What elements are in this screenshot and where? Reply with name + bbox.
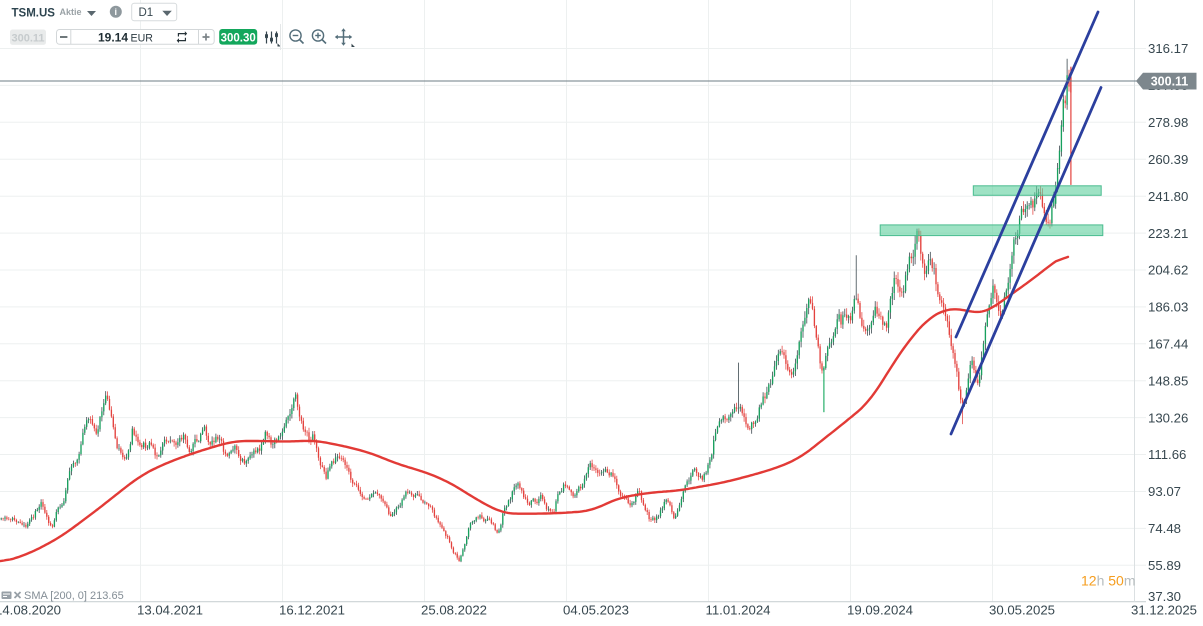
- svg-text:04.05.2023: 04.05.2023: [563, 603, 629, 618]
- svg-text:300.30: 300.30: [221, 32, 256, 44]
- svg-text:300.11: 300.11: [11, 33, 44, 45]
- svg-text:14.08.2020: 14.08.2020: [0, 603, 61, 618]
- svg-text:55.89: 55.89: [1148, 558, 1181, 573]
- svg-text:16.12.2021: 16.12.2021: [279, 603, 345, 618]
- svg-text:19.09.2024: 19.09.2024: [847, 603, 913, 618]
- svg-text:186.03: 186.03: [1148, 300, 1188, 315]
- svg-text:167.44: 167.44: [1148, 337, 1188, 352]
- svg-text:SMA [200, 0] 213.65: SMA [200, 0] 213.65: [24, 590, 124, 602]
- svg-text:316.17: 316.17: [1148, 41, 1188, 56]
- svg-text:i: i: [115, 7, 118, 17]
- svg-text:13.04.2021: 13.04.2021: [137, 603, 203, 618]
- svg-text:204.62: 204.62: [1148, 263, 1188, 278]
- svg-text:223.21: 223.21: [1148, 226, 1188, 241]
- svg-text:260.39: 260.39: [1148, 152, 1188, 167]
- svg-text:74.48: 74.48: [1148, 521, 1181, 536]
- svg-text:37.30: 37.30: [1148, 589, 1181, 604]
- svg-text:278.98: 278.98: [1148, 115, 1188, 130]
- svg-text:148.85: 148.85: [1148, 373, 1188, 388]
- svg-text:25.08.2022: 25.08.2022: [421, 603, 487, 618]
- svg-text:Aktie: Aktie: [60, 7, 82, 17]
- svg-text:19.14: 19.14: [98, 31, 128, 45]
- svg-text:11.01.2024: 11.01.2024: [705, 603, 770, 618]
- svg-text:30.05.2025: 30.05.2025: [989, 603, 1055, 618]
- svg-text:111.66: 111.66: [1148, 447, 1186, 462]
- svg-text:130.26: 130.26: [1148, 410, 1188, 425]
- svg-text:241.80: 241.80: [1148, 189, 1188, 204]
- svg-text:EUR: EUR: [131, 32, 154, 44]
- svg-text:300.11: 300.11: [1151, 75, 1189, 89]
- svg-text:12h 50m: 12h 50m: [1081, 573, 1136, 589]
- svg-text:TSM.US: TSM.US: [12, 7, 56, 19]
- svg-text:D1: D1: [139, 7, 154, 19]
- svg-text:93.07: 93.07: [1148, 484, 1181, 499]
- svg-text:31.12.2025: 31.12.2025: [1131, 603, 1197, 618]
